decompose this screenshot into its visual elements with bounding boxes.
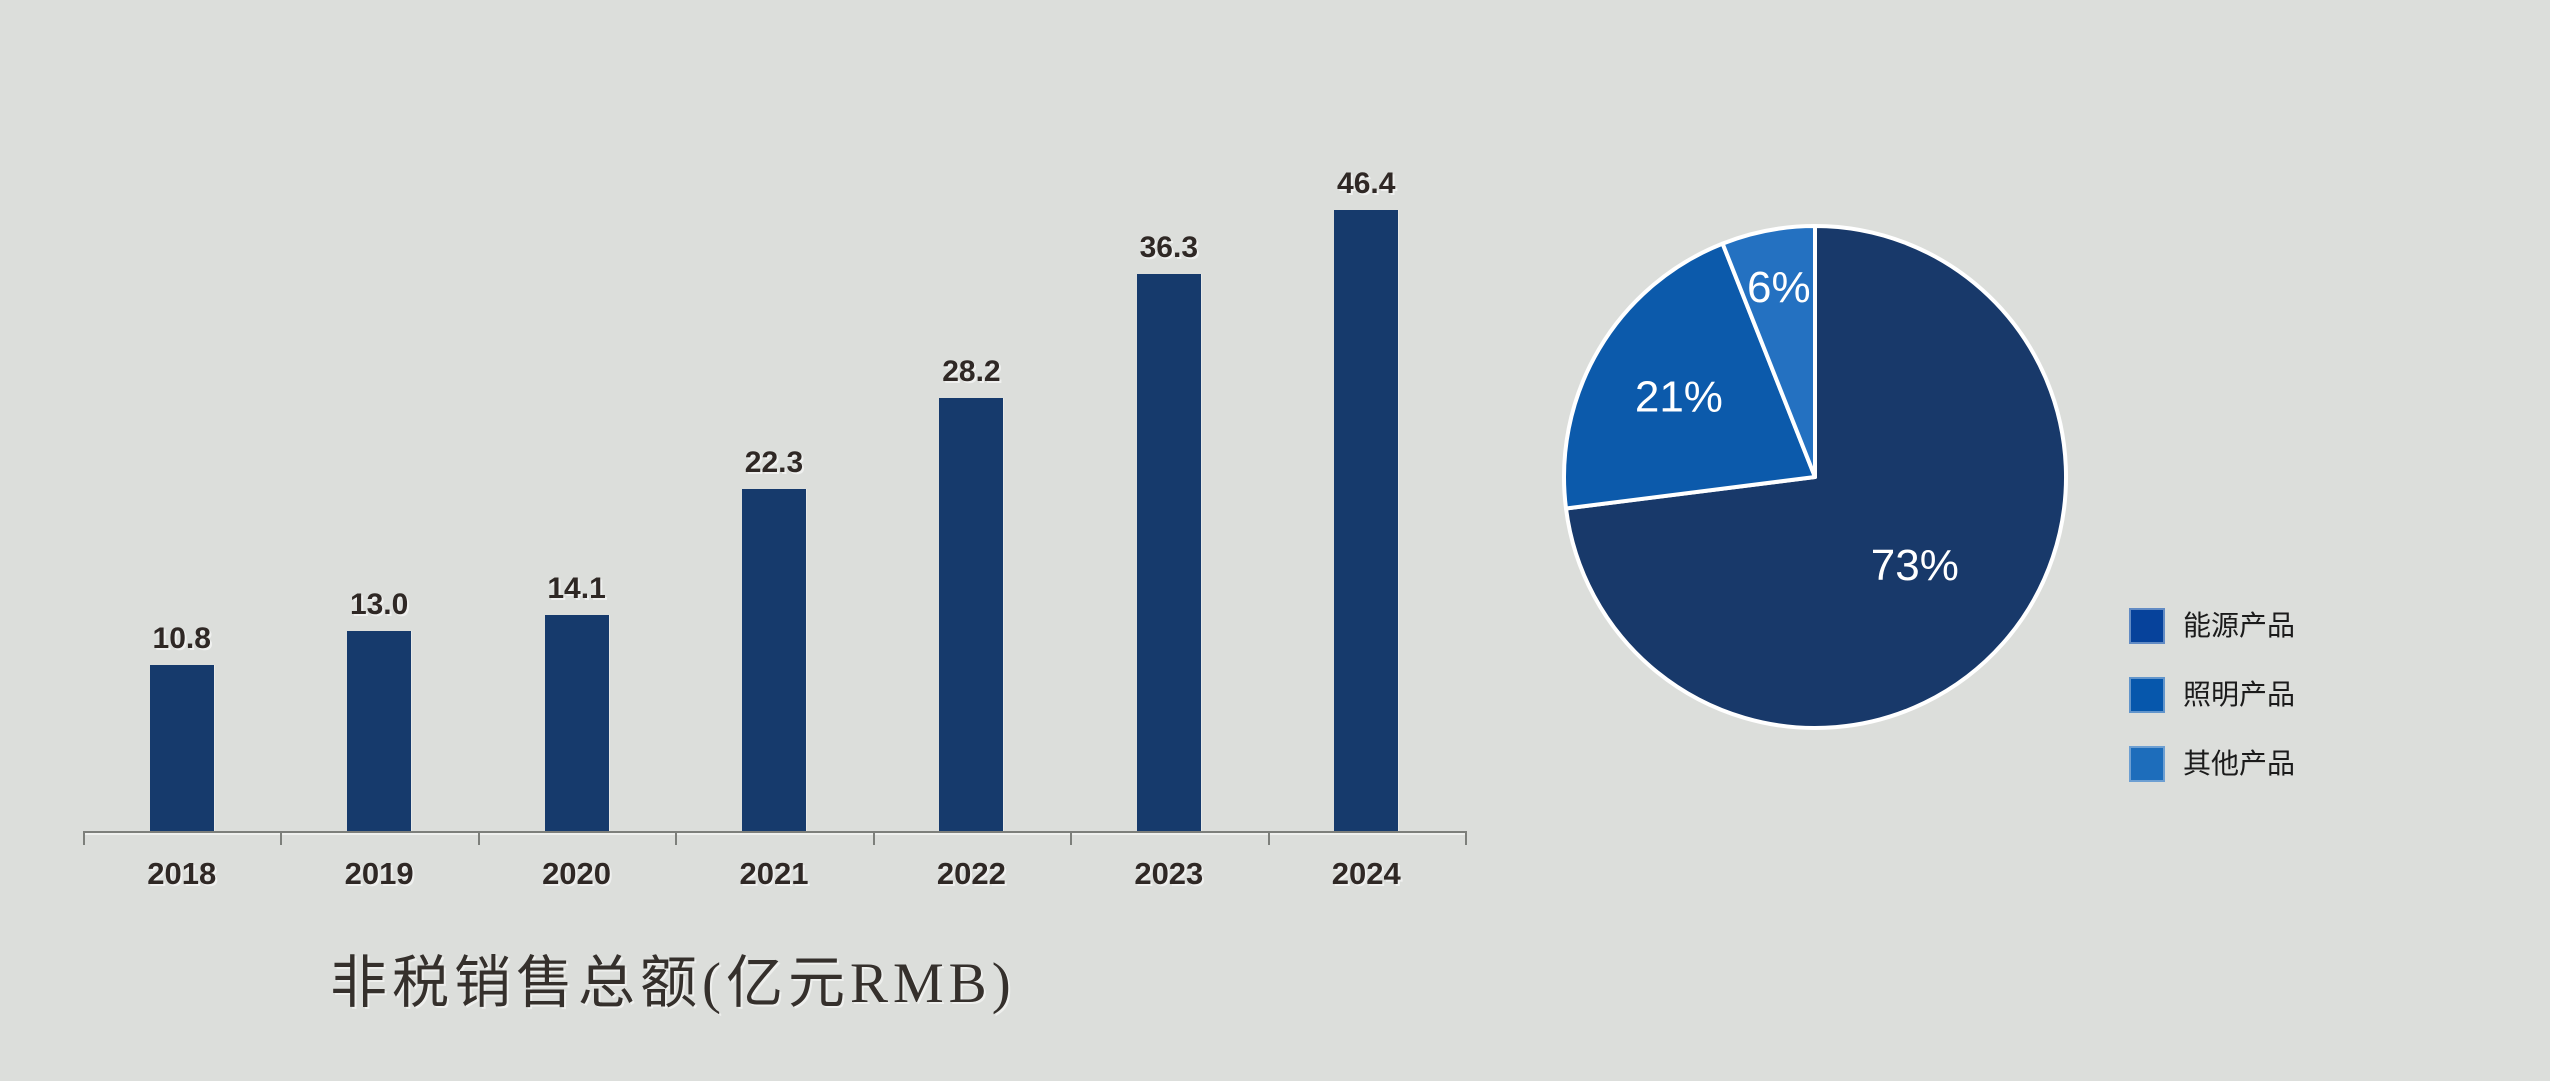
bar-2020 — [544, 615, 609, 831]
pie-slice-label-2: 6% — [1747, 263, 1811, 312]
pie-slice-label-1: 21% — [1635, 373, 1723, 422]
x-axis-tick — [873, 831, 875, 845]
x-axis-tick — [83, 831, 85, 845]
bar-value-label: 22.3 — [744, 446, 804, 479]
legend-swatch-icon — [2129, 677, 2165, 713]
x-axis-label: 2019 — [344, 856, 414, 891]
bar-cell: 28.2 — [873, 167, 1070, 831]
legend-swatch-icon — [2129, 608, 2165, 644]
legend-item-1: 照明产品 — [2129, 677, 2295, 713]
x-axis-labels: 2018 2019 2020 2021 2022 2023 2024 — [83, 855, 1465, 892]
bar-2023 — [1136, 274, 1201, 831]
legend-label: 照明产品 — [2183, 679, 2296, 710]
pie-slice-label-0: 73% — [1871, 541, 1959, 590]
legend-item-2: 其他产品 — [2129, 746, 2295, 782]
bar-cell: 22.3 — [675, 167, 872, 831]
bar-value-label: 28.2 — [942, 355, 1001, 388]
bar-value-label: 14.1 — [547, 572, 606, 605]
bar-2018 — [149, 665, 214, 831]
pie-slice-1 — [1562, 241, 1817, 511]
bar-2022 — [939, 398, 1004, 831]
bar-value-label: 10.8 — [152, 622, 211, 655]
x-axis-tick — [1070, 831, 1072, 845]
bar-value-label: 46.4 — [1337, 167, 1396, 200]
bar-cell: 36.3 — [1070, 167, 1267, 831]
x-axis-label: 2022 — [936, 856, 1006, 891]
bar-cell: 46.4 — [1268, 167, 1465, 831]
bar-2019 — [347, 631, 412, 831]
legend-swatch-icon — [2129, 746, 2165, 782]
bar-cell: 13.0 — [280, 167, 477, 831]
x-axis-tick — [478, 831, 480, 845]
pie-svg: 73% 21% 6% — [1562, 223, 2069, 730]
x-axis-label: 2023 — [1134, 856, 1204, 891]
x-axis-label: 2024 — [1331, 856, 1401, 891]
bar-chart-title: 非税销售总额(亿元RMB) — [330, 952, 1016, 1015]
x-axis-label: 2020 — [542, 856, 612, 891]
x-axis-tick — [1268, 831, 1270, 845]
bar-value-label: 13.0 — [349, 588, 409, 621]
x-axis-tick — [280, 831, 282, 845]
x-axis-line — [83, 831, 1465, 833]
legend-label: 其他产品 — [2183, 748, 2296, 779]
pie-legend: 能源产品照明产品其他产品 — [2129, 608, 2295, 815]
x-axis-tick — [675, 831, 677, 845]
bar-2024 — [1334, 210, 1399, 831]
bar-cell: 14.1 — [478, 167, 675, 831]
legend-label: 能源产品 — [2183, 610, 2296, 641]
bar-2021 — [741, 489, 806, 831]
x-axis-tick — [1465, 831, 1467, 845]
pie-slice-2 — [1720, 223, 1817, 479]
bar-cells: 10.8 13.0 14.1 22.3 28.2 36.3 46.4 — [83, 167, 1465, 831]
bar-value-label: 36.3 — [1139, 231, 1199, 264]
x-axis-label: 2018 — [147, 856, 217, 891]
legend-item-0: 能源产品 — [2129, 608, 2295, 644]
x-axis-label: 2021 — [739, 856, 809, 891]
bar-cell: 10.8 — [83, 167, 280, 831]
